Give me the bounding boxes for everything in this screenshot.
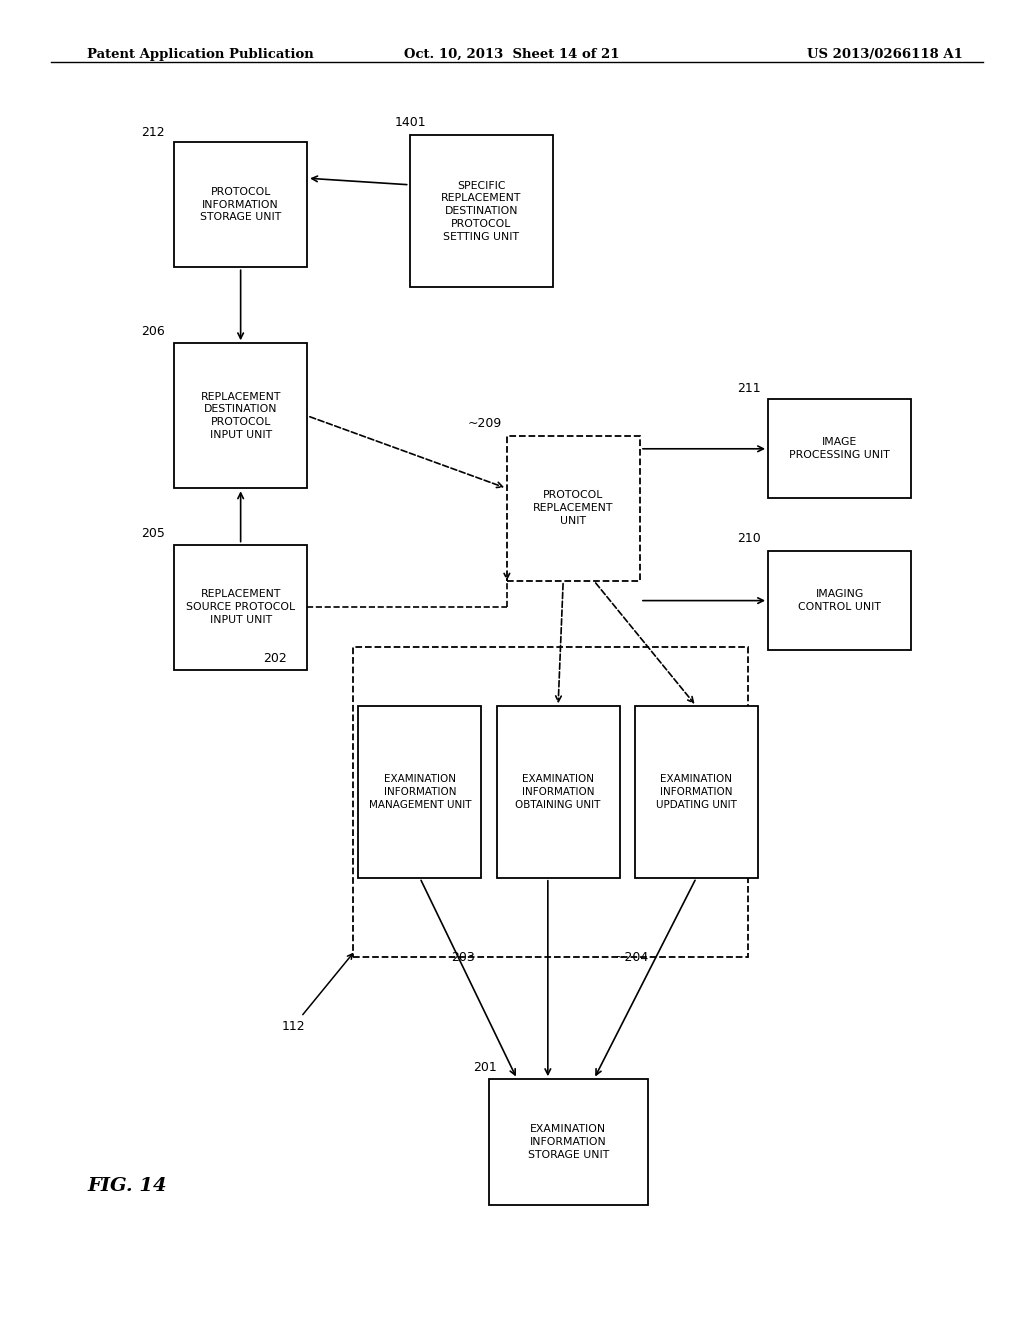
Text: 202: 202 (263, 652, 287, 665)
Text: SPECIFIC
REPLACEMENT
DESTINATION
PROTOCOL
SETTING UNIT: SPECIFIC REPLACEMENT DESTINATION PROTOCO… (441, 181, 521, 242)
Text: Patent Application Publication: Patent Application Publication (87, 48, 313, 61)
Bar (358, 706, 481, 878)
Text: EXAMINATION
INFORMATION
OBTAINING UNIT: EXAMINATION INFORMATION OBTAINING UNIT (515, 775, 601, 809)
Bar (174, 143, 307, 267)
Bar (635, 706, 758, 878)
Text: EXAMINATION
INFORMATION
MANAGEMENT UNIT: EXAMINATION INFORMATION MANAGEMENT UNIT (369, 775, 471, 809)
Text: 203: 203 (452, 950, 475, 964)
Text: PROTOCOL
REPLACEMENT
UNIT: PROTOCOL REPLACEMENT UNIT (534, 491, 613, 525)
Text: 210: 210 (737, 532, 761, 545)
Text: 205: 205 (141, 527, 165, 540)
Text: ~209: ~209 (468, 417, 502, 430)
Bar (410, 136, 553, 288)
Text: IMAGING
CONTROL UNIT: IMAGING CONTROL UNIT (799, 589, 881, 612)
Text: PROTOCOL
INFORMATION
STORAGE UNIT: PROTOCOL INFORMATION STORAGE UNIT (200, 187, 282, 222)
Text: REPLACEMENT
SOURCE PROTOCOL
INPUT UNIT: REPLACEMENT SOURCE PROTOCOL INPUT UNIT (186, 590, 295, 624)
Bar (489, 1080, 648, 1204)
Text: US 2013/0266118 A1: US 2013/0266118 A1 (807, 48, 963, 61)
Bar (353, 647, 748, 957)
Text: Oct. 10, 2013  Sheet 14 of 21: Oct. 10, 2013 Sheet 14 of 21 (404, 48, 620, 61)
Bar (768, 552, 911, 649)
Text: EXAMINATION
INFORMATION
UPDATING UNIT: EXAMINATION INFORMATION UPDATING UNIT (656, 775, 736, 809)
Bar (507, 436, 640, 581)
Bar (768, 399, 911, 498)
Text: 212: 212 (141, 125, 165, 139)
Text: FIG. 14: FIG. 14 (87, 1176, 167, 1195)
Bar (497, 706, 620, 878)
Text: ~204: ~204 (614, 950, 648, 964)
Text: EXAMINATION
INFORMATION
STORAGE UNIT: EXAMINATION INFORMATION STORAGE UNIT (527, 1125, 609, 1159)
Text: 206: 206 (141, 325, 165, 338)
Text: 201: 201 (473, 1061, 497, 1074)
Text: 1401: 1401 (394, 116, 426, 129)
Bar (174, 343, 307, 488)
Text: IMAGE
PROCESSING UNIT: IMAGE PROCESSING UNIT (790, 437, 890, 461)
Text: REPLACEMENT
DESTINATION
PROTOCOL
INPUT UNIT: REPLACEMENT DESTINATION PROTOCOL INPUT U… (201, 392, 281, 440)
Bar (174, 544, 307, 671)
Text: 112: 112 (282, 954, 352, 1032)
Text: 211: 211 (737, 381, 761, 395)
